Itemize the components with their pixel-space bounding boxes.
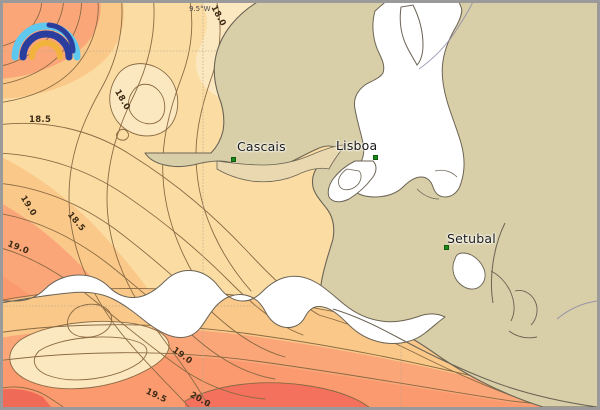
band-below-18-0-c xyxy=(109,63,178,136)
land-layer xyxy=(3,3,597,407)
logo-arc-inner xyxy=(29,40,63,60)
contour-line xyxy=(184,382,370,407)
sado-estuary xyxy=(3,270,446,344)
logo-arc-accent xyxy=(46,22,76,54)
contour-line xyxy=(3,3,99,103)
sado-channel-north xyxy=(491,222,506,304)
sado-river-tail xyxy=(556,300,597,320)
sado-channel-detail-b xyxy=(514,290,538,326)
city-marker-lisboa[interactable] xyxy=(373,155,378,160)
sado-lagoon xyxy=(452,252,486,290)
contour-line xyxy=(3,386,64,407)
coast-line-south xyxy=(332,308,597,407)
band-above-20-0-corner xyxy=(3,389,51,407)
city-label-lisboa: Lisboa xyxy=(336,138,378,153)
sado-channel-detail-c xyxy=(508,330,538,339)
contour-line-layer xyxy=(3,3,597,407)
logo-arc-middle xyxy=(19,30,73,61)
contour-line xyxy=(116,128,129,141)
city-label-cascais: Cascais xyxy=(237,139,286,154)
contour-line xyxy=(195,3,252,292)
band-19-0-19-5-topleft xyxy=(3,3,101,79)
rainbow-arc-logo[interactable] xyxy=(9,11,87,61)
map-canvas[interactable]: 18.0 18.0 18.5 19.0 18.5 19.0 19.0 19.5 … xyxy=(3,3,597,407)
contour-line xyxy=(3,352,571,407)
contour-line xyxy=(3,248,266,400)
contour-line xyxy=(3,3,82,85)
contour-line xyxy=(9,320,170,390)
harbour-detail xyxy=(434,169,458,178)
tagus-estuary xyxy=(348,3,465,198)
coastal-strip xyxy=(216,144,346,183)
river-inlet-detail xyxy=(338,168,362,191)
contour-line xyxy=(109,63,179,137)
city-label-setubal: Setubal xyxy=(447,231,496,246)
tagus-north-channel xyxy=(418,3,473,70)
city-marker-cascais[interactable] xyxy=(231,157,236,162)
contour-line xyxy=(128,83,166,125)
landmass-portugal xyxy=(144,3,597,407)
city-marker-setubal[interactable] xyxy=(444,245,449,250)
longitude-label: 9.5°W xyxy=(189,5,211,13)
harbour-detail xyxy=(416,188,440,200)
contour-line xyxy=(33,336,148,381)
contour-line xyxy=(106,3,210,407)
tagus-upper-inlet xyxy=(399,4,424,66)
band-cool-island-south xyxy=(9,321,170,389)
contour-line xyxy=(3,183,286,358)
contour-label: 18.5 xyxy=(29,115,52,125)
sado-channel-detail-a xyxy=(490,270,515,322)
contour-line xyxy=(162,3,212,302)
contour-line xyxy=(3,152,304,336)
